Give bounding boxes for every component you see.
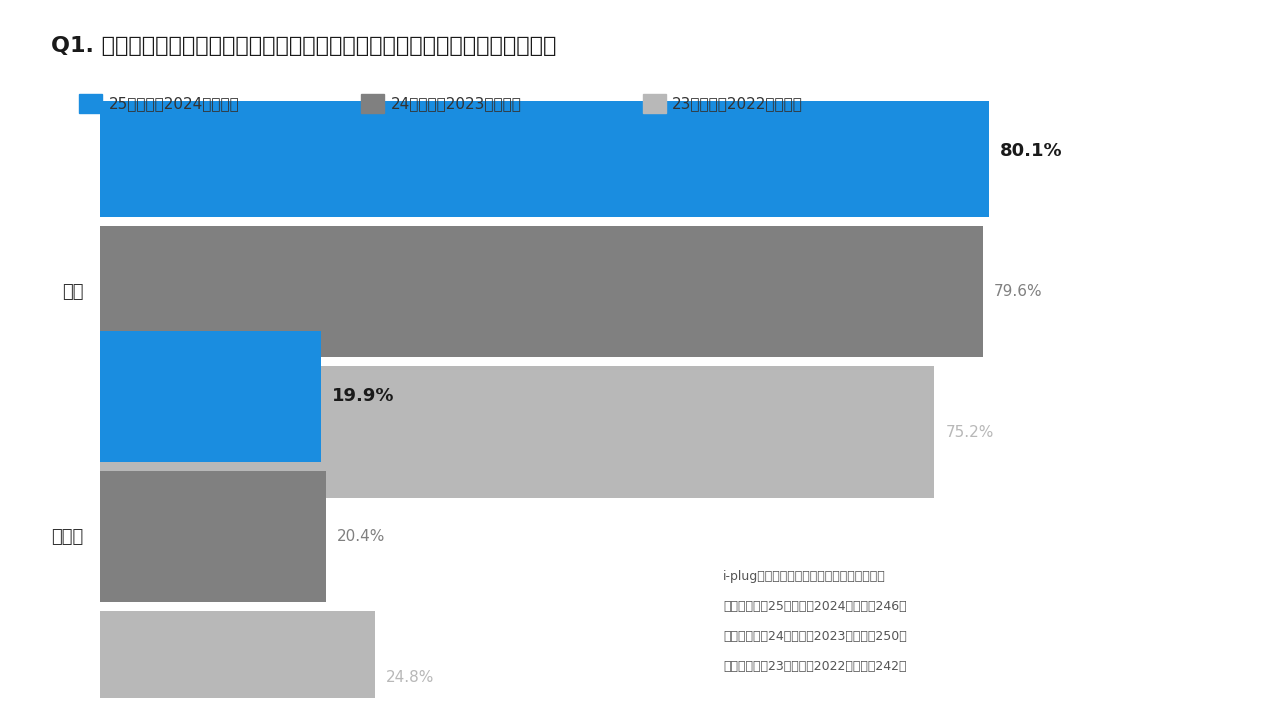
- Bar: [100, 331, 321, 462]
- Bar: [100, 86, 988, 217]
- Text: 20.4%: 20.4%: [338, 529, 385, 544]
- Text: 23卒学生（2022年調査）242件: 23卒学生（2022年調査）242件: [723, 660, 906, 673]
- Text: 24卒学生（2023年調査）250件: 24卒学生（2023年調査）250件: [723, 630, 908, 643]
- Bar: [100, 226, 983, 357]
- Text: Q1. 選考・内定時にすでに配属先の部署を知らせてほしいですか？（単一回答）: Q1. 選考・内定時にすでに配属先の部署を知らせてほしいですか？（単一回答）: [51, 36, 557, 56]
- Bar: [100, 366, 934, 498]
- Text: i-plug調べ「入社後の配属先に関する調査」: i-plug調べ「入社後の配属先に関する調査」: [723, 570, 886, 583]
- Text: 25卒学生（2024年調査）: 25卒学生（2024年調査）: [109, 96, 239, 111]
- Text: いいえ: いいえ: [51, 528, 83, 545]
- Bar: [100, 471, 326, 602]
- Text: 24卒学生（2023年調査）: 24卒学生（2023年調査）: [390, 96, 521, 111]
- Bar: [100, 611, 375, 713]
- Text: 24.8%: 24.8%: [387, 670, 434, 684]
- Text: はい: はい: [61, 283, 83, 301]
- Text: 75.2%: 75.2%: [946, 425, 993, 440]
- Text: 79.6%: 79.6%: [995, 284, 1043, 299]
- Text: 80.1%: 80.1%: [1000, 143, 1062, 160]
- Text: 有効回答数：25卒学生（2024年調査）246件: 有効回答数：25卒学生（2024年調査）246件: [723, 600, 906, 613]
- Text: 23卒学生（2022年調査）: 23卒学生（2022年調査）: [672, 96, 803, 111]
- Text: 19.9%: 19.9%: [332, 387, 394, 405]
